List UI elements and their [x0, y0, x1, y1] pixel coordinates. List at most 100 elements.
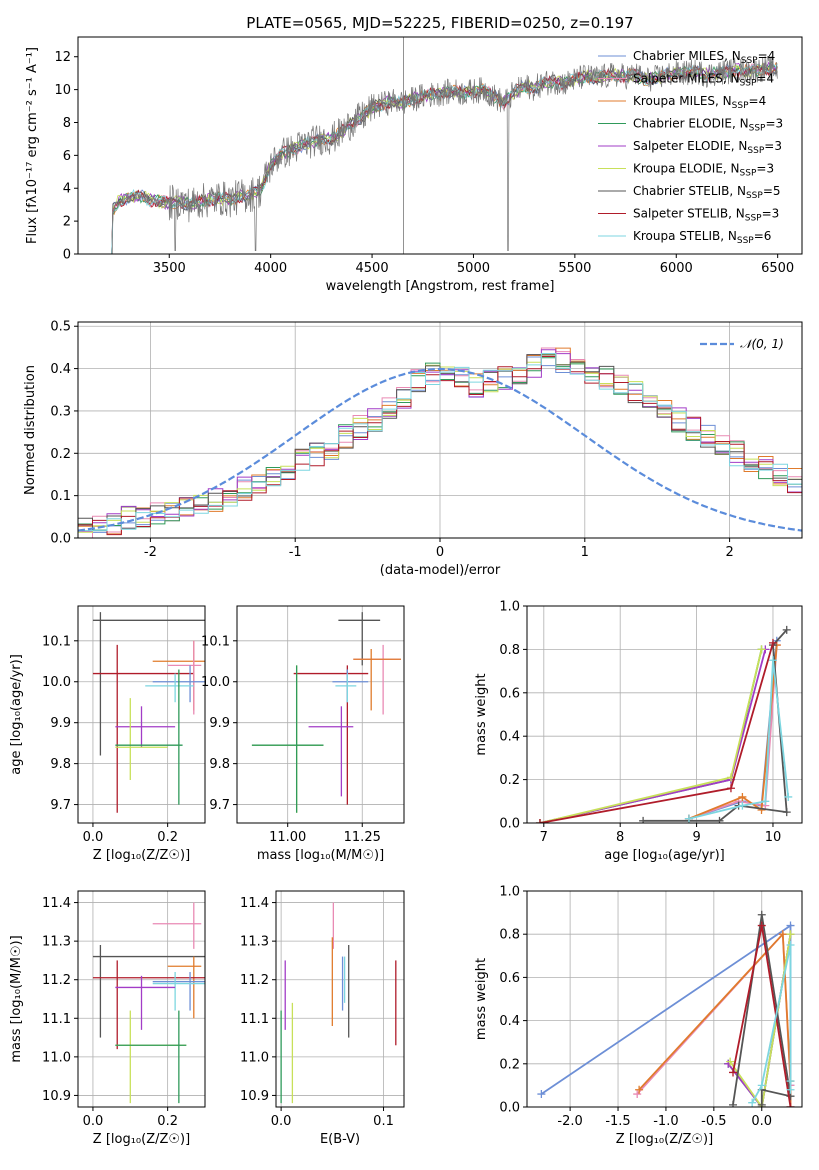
y-tick-label: 10.9	[240, 1089, 269, 1104]
x-axis-label: age [log₁₀(age/yr)]	[604, 848, 725, 863]
x-axis-label: mass [log₁₀(M/M☉)]	[257, 848, 384, 863]
weight-marker	[784, 792, 793, 801]
y-axis-label: age [log₁₀(age/yr)]	[9, 654, 24, 775]
observed-spectrum-line	[110, 55, 778, 254]
x-tick-label: -1.5	[605, 1114, 630, 1129]
weight-marker	[537, 1090, 546, 1099]
x-axis-label: (data-model)/error	[380, 563, 501, 578]
y-tick-label: 0.8	[499, 928, 520, 943]
weight-marker	[633, 1090, 642, 1099]
y-tick-label: 1.0	[499, 885, 520, 900]
x-tick-label: 9	[692, 830, 700, 845]
x-tick-label: 5500	[558, 261, 591, 276]
y-tick-label: 9.7	[50, 798, 71, 813]
weight-marker	[761, 797, 770, 806]
y-axis-label: mass weight	[474, 673, 489, 755]
chart-weight-vs-age: 7 8 9 10 0.0 0.2 0.4 0.6 0.8 1.0 age [log₁₀(age/yr…	[474, 600, 803, 863]
weight-line	[751, 944, 792, 1104]
y-tick-label: 0.5	[50, 320, 71, 335]
y-tick-label: 0	[63, 248, 71, 263]
legend-label: Kroupa STELIB, NSSP=6	[633, 229, 771, 246]
y-tick-label: 6	[63, 149, 71, 164]
legend-label: Chabrier STELIB, NSSP=5	[633, 184, 781, 201]
y-tick-label: 9.7	[209, 798, 230, 813]
weight-marker	[757, 921, 766, 930]
y-axis-label: Flux [fλ10⁻¹⁷ erg cm⁻² s⁻¹ A⁻¹]	[25, 47, 40, 244]
axes-frame	[236, 605, 405, 824]
weight-marker	[786, 1085, 795, 1094]
x-tick-label: 5000	[457, 261, 490, 276]
plot-area	[280, 902, 397, 1104]
y-tick-label: 11.4	[42, 896, 71, 911]
x-tick-label: -2.0	[557, 1114, 582, 1129]
y-tick-label: 2	[63, 215, 71, 230]
axes-frame	[275, 890, 405, 1108]
y-tick-label: 11.3	[240, 935, 269, 950]
x-tick-label: -1.0	[653, 1114, 678, 1129]
weight-marker	[726, 784, 735, 793]
y-tick-label: 0.4	[50, 362, 71, 377]
residual-histogram-step	[78, 357, 802, 531]
y-tick-label: 10.1	[42, 634, 71, 649]
x-tick-label: 8	[616, 830, 624, 845]
weight-marker	[535, 819, 544, 823]
y-tick-label: 0.1	[50, 489, 71, 504]
weight-marker	[748, 1098, 757, 1107]
chart-weight-vs-Z: -2.0 -1.5 -1.0 -0.5 0.0 0.0 0.2 0.4 0.6 0.8 1.0 Z […	[474, 885, 803, 1147]
weight-marker	[729, 1068, 738, 1077]
y-tick-label: 0.2	[499, 1057, 520, 1072]
chart-age-vs-Z: 0.0 0.2 9.7 9.8 9.9 10.0 10.1 Z [log₁₀(Z/Z☉)] ag…	[9, 605, 206, 863]
x-tick-label: 0	[436, 545, 444, 560]
plot-area	[535, 625, 793, 823]
y-tick-label: 0.0	[50, 532, 71, 547]
y-tick-label: 0.6	[499, 971, 520, 986]
y-tick-label: 0.4	[499, 730, 520, 745]
y-tick-label: 10.1	[201, 634, 230, 649]
x-tick-label: 4500	[356, 261, 389, 276]
chart-age-vs-mass: 11.00 11.25 9.7 9.8 9.9 10.0 10.1 mass [log₁₀(M…	[201, 605, 405, 863]
y-tick-label: 11.0	[240, 1050, 269, 1065]
plot-area	[92, 612, 205, 813]
x-tick-label: 11.25	[344, 830, 381, 845]
legend-label: Kroupa ELODIE, NSSP=3	[633, 162, 774, 179]
x-tick-label: 2	[725, 545, 733, 560]
y-tick-label: 4	[63, 182, 71, 197]
x-axis-label: E(B-V)	[320, 1132, 360, 1147]
weight-marker	[757, 805, 766, 814]
weight-marker	[738, 801, 747, 810]
weight-marker	[786, 941, 795, 949]
x-axis-label: Z [log₁₀(Z/Z☉)]	[93, 1132, 190, 1147]
x-tick-label: 7	[540, 830, 548, 845]
y-tick-label: 11.1	[240, 1012, 269, 1027]
weight-marker	[757, 645, 766, 654]
y-tick-label: 0.3	[50, 404, 71, 419]
axes-frame	[77, 321, 803, 539]
residual-histogram-step	[78, 356, 802, 536]
x-tick-label: 0.2	[157, 830, 178, 845]
x-tick-label: 1	[581, 545, 589, 560]
legend-label: Salpeter MILES, NSSP=4	[633, 72, 774, 89]
y-tick-label: 9.9	[209, 716, 230, 731]
y-tick-label: 10.0	[201, 675, 230, 690]
y-tick-label: 11.2	[42, 973, 71, 988]
x-tick-label: 3500	[153, 261, 186, 276]
legend-label: Chabrier MILES, NSSP=4	[633, 49, 775, 66]
y-axis-label: mass weight	[474, 958, 489, 1040]
x-tick-label: 0.0	[83, 830, 104, 845]
x-tick-label: -2	[144, 545, 157, 560]
chart-mass-vs-Z: 0.0 0.2 10.9 11.0 11.1 11.2 11.3 11.4 Z [log₁₀(Z…	[9, 890, 206, 1147]
y-tick-label: 0.0	[499, 817, 520, 832]
plot-area	[78, 347, 802, 538]
y-tick-label: 0.2	[50, 447, 71, 462]
axes-frame	[77, 605, 206, 824]
legend-label: Salpeter STELIB, NSSP=3	[633, 207, 779, 224]
weight-marker	[768, 656, 777, 665]
axes-frame	[526, 890, 803, 1108]
chart-residual-histogram: -2 -1 0 1 2 0.0 0.1 0.2 0.3 0.4 0.5 (data-model)/er…	[23, 320, 803, 578]
y-tick-label: 12	[54, 50, 71, 65]
weight-marker	[786, 1103, 795, 1107]
y-tick-label: 11.3	[42, 935, 71, 950]
y-tick-label: 11.0	[42, 1050, 71, 1065]
x-axis-label: wavelength [Angstrom, rest frame]	[326, 279, 555, 294]
